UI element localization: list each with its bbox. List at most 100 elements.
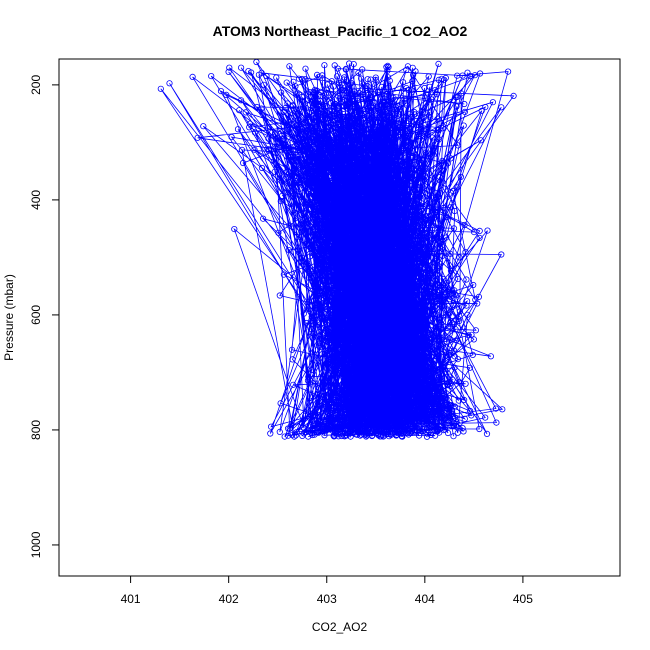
data-point (381, 413, 388, 420)
data-point (313, 292, 320, 300)
data-point (382, 266, 389, 274)
data-point (394, 371, 401, 378)
data-point (335, 165, 343, 173)
data-point (370, 280, 377, 287)
data-point (327, 119, 335, 126)
data-point (297, 221, 304, 228)
data-point (383, 63, 390, 71)
data-point (272, 130, 279, 137)
data-point (392, 197, 399, 204)
data-point (366, 107, 373, 114)
data-point (433, 235, 440, 242)
data-point (409, 246, 416, 253)
data-point (320, 206, 327, 213)
data-point (308, 238, 315, 245)
data-point (333, 73, 341, 80)
data-point (444, 160, 451, 167)
data-point (369, 219, 376, 226)
data-point (378, 371, 385, 379)
data-point (365, 410, 372, 417)
data-point (404, 102, 411, 109)
data-point (403, 147, 410, 154)
data-point (454, 275, 462, 283)
data-point (321, 134, 329, 141)
data-point (339, 282, 347, 290)
data-point (337, 177, 344, 184)
data-point (489, 99, 496, 106)
data-point (318, 388, 326, 395)
data-point (363, 363, 371, 370)
data-point (424, 219, 431, 226)
data-point (289, 431, 296, 438)
data-point (318, 304, 325, 311)
data-point (319, 168, 326, 175)
data-point (432, 150, 439, 157)
data-point (385, 109, 392, 117)
data-point (369, 421, 376, 428)
data-point (255, 71, 262, 78)
data-point (504, 68, 512, 75)
data-point (424, 355, 431, 362)
data-point (347, 413, 354, 420)
data-point (346, 410, 353, 417)
data-point (332, 227, 339, 234)
data-point (335, 246, 342, 253)
data-point (414, 384, 421, 391)
data-point (316, 170, 323, 177)
data-point (397, 239, 404, 246)
data-point (323, 229, 330, 236)
data-point (338, 432, 345, 440)
data-point (409, 226, 416, 233)
data-point (316, 230, 323, 237)
data-point (379, 281, 386, 288)
data-point (396, 144, 403, 151)
data-point (336, 271, 343, 278)
data-point (309, 226, 316, 233)
data-point (334, 92, 342, 100)
data-point (340, 141, 347, 148)
data-point (374, 89, 381, 96)
data-point (267, 430, 274, 437)
data-point (303, 306, 310, 313)
data-point (332, 240, 340, 247)
data-point (326, 210, 333, 217)
data-point (258, 164, 266, 172)
data-point (455, 315, 462, 323)
data-point (358, 147, 365, 155)
data-point (348, 180, 355, 187)
data-point (291, 433, 298, 440)
data-point (340, 417, 348, 424)
data-point (350, 387, 357, 394)
data-point (369, 129, 376, 136)
data-point (380, 349, 387, 356)
data-point (379, 330, 386, 338)
data-point (354, 212, 361, 219)
data-point (423, 433, 431, 440)
data-point (305, 298, 313, 305)
data-point (435, 335, 443, 343)
data-point (387, 135, 395, 142)
data-point (328, 255, 335, 262)
data-point (404, 236, 411, 243)
data-point (276, 292, 283, 299)
data-point (350, 193, 357, 200)
data-point (436, 174, 443, 181)
data-point (456, 308, 463, 315)
data-point (422, 149, 429, 156)
data-point (399, 79, 407, 86)
data-point (394, 409, 401, 416)
data-point (347, 322, 354, 330)
data-point (380, 183, 387, 190)
data-point (357, 369, 365, 376)
data-point (315, 240, 322, 248)
data-point (375, 192, 382, 199)
data-point (365, 237, 372, 244)
data-point (395, 382, 403, 389)
data-point (305, 274, 312, 281)
data-point (356, 90, 363, 97)
data-point (436, 316, 443, 323)
data-point (396, 374, 403, 381)
data-point (305, 373, 312, 380)
data-point (371, 300, 378, 307)
data-point (349, 159, 356, 166)
